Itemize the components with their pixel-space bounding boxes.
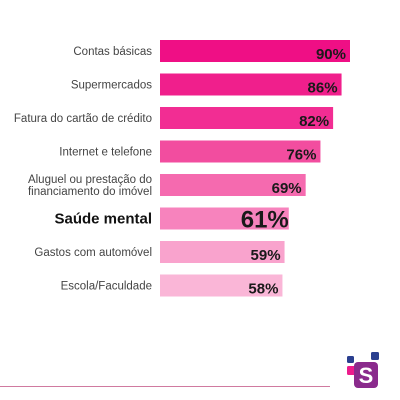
category-label: Supermercados [71, 80, 152, 92]
value-label: 61% [241, 207, 289, 234]
value-label: 76% [286, 147, 316, 164]
bar [160, 73, 342, 96]
bar [160, 241, 285, 263]
bar [160, 174, 306, 196]
category-label: Saúde mental [54, 211, 152, 228]
category-label: Escola/Faculdade [61, 281, 152, 293]
footer-divider [0, 386, 330, 387]
bar [160, 40, 350, 62]
bar [160, 207, 289, 230]
value-label: 90% [316, 46, 346, 63]
value-label: 58% [248, 281, 278, 298]
category-label: Contas básicas [73, 46, 152, 58]
logo-letter: S [359, 363, 374, 388]
logo-square [347, 366, 356, 375]
value-label: 82% [299, 113, 329, 130]
value-label: 69% [272, 180, 302, 197]
category-label: Fatura do cartão de crédito [14, 113, 152, 125]
logo-square [354, 362, 378, 388]
category-label: Internet e telefone [59, 147, 152, 159]
logo-square [347, 356, 354, 363]
bar [160, 107, 334, 129]
value-label: 86% [308, 80, 338, 97]
bar [160, 274, 283, 297]
logo-square [371, 352, 379, 360]
category-label: Gastos com automóvel [34, 247, 152, 259]
value-label: 59% [251, 247, 281, 264]
category-label: Aluguel ou prestação do financiamento do … [28, 174, 152, 198]
brand-logo-icon: S [347, 352, 379, 388]
bar [160, 140, 321, 163]
